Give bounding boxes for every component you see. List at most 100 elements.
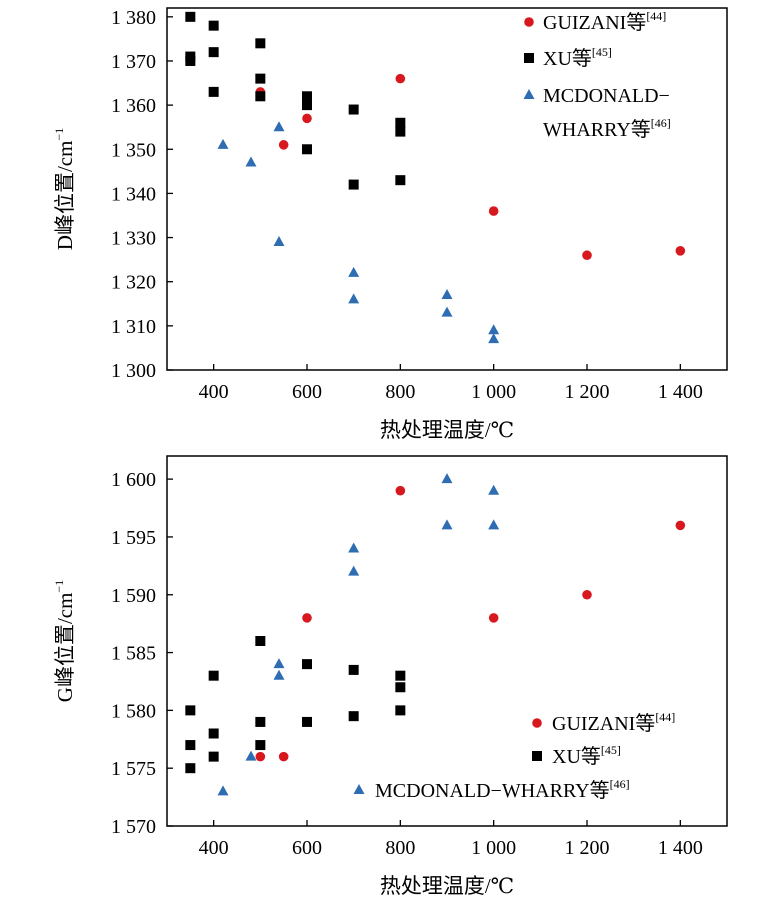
- data-point: [302, 100, 312, 111]
- data-point: [488, 484, 500, 495]
- data-point: [441, 519, 453, 530]
- x-tick-label: 600: [292, 381, 322, 403]
- data-point: [255, 91, 266, 102]
- data-point: [245, 156, 257, 167]
- data-point: [582, 589, 592, 600]
- y-tick-label: 1 370: [111, 51, 156, 73]
- legend: GUIZANI等[44]XU等[45]MCDONALD−WHARRY等[46]: [523, 9, 671, 141]
- y-tick-label: 1 585: [111, 643, 156, 665]
- x-tick-label: 1 400: [658, 837, 703, 859]
- legend-label: MCDONALD−WHARRY等[46]: [375, 777, 630, 802]
- data-point: [441, 306, 453, 317]
- legend-marker: [353, 784, 365, 794]
- data-point: [395, 485, 406, 496]
- y-tick-label: 1 590: [111, 585, 156, 607]
- legend-label: XU等[45]: [543, 45, 612, 70]
- data-point: [675, 520, 686, 531]
- x-tick-label: 400: [199, 381, 229, 403]
- data-point: [302, 659, 312, 670]
- data-point: [348, 664, 359, 675]
- data-point: [395, 73, 406, 84]
- data-point: [395, 117, 406, 128]
- data-point: [582, 250, 592, 261]
- data-point: [185, 11, 196, 22]
- data-point: [185, 740, 196, 751]
- y-tick-label: 1 300: [111, 360, 156, 382]
- x-tick-label: 1 400: [658, 381, 703, 403]
- data-point: [302, 144, 312, 155]
- data-point: [208, 47, 219, 58]
- data-point: [208, 751, 219, 762]
- data-point: [348, 179, 359, 190]
- series-2: [185, 11, 406, 190]
- data-point: [208, 20, 219, 31]
- x-tick-label: 1 200: [565, 837, 610, 859]
- data-point: [278, 140, 289, 150]
- legend-label: MCDONALD−: [543, 85, 670, 107]
- x-tick-label: 1 000: [471, 837, 516, 859]
- x-axis-label: 热处理温度/℃: [380, 874, 514, 898]
- y-tick-label: 1 570: [111, 816, 156, 838]
- data-point: [208, 86, 219, 97]
- legend-marker: [523, 89, 535, 99]
- data-point: [255, 73, 266, 84]
- legend-label: GUIZANI等[44]: [552, 710, 675, 735]
- data-point: [675, 246, 686, 256]
- data-point: [395, 682, 406, 693]
- y-axis-label: D峰位置/cm−1: [52, 128, 77, 250]
- data-point: [217, 785, 229, 796]
- plot-frame: [166, 7, 728, 371]
- data-point: [302, 716, 312, 727]
- data-point: [488, 333, 500, 344]
- data-point: [255, 716, 266, 727]
- legend-marker: [524, 53, 534, 63]
- data-point: [348, 266, 360, 277]
- y-axis-label: G峰位置/cm−1: [52, 580, 77, 702]
- data-point: [395, 670, 406, 681]
- x-tick-label: 1 200: [565, 381, 610, 403]
- y-tick-label: 1 580: [111, 700, 156, 722]
- y-tick-label: 1 320: [111, 272, 156, 294]
- legend: GUIZANI等[44] XU等[45] MCDONALD−WHARRY等[46]: [353, 710, 675, 802]
- data-point: [488, 324, 500, 335]
- legend-marker: [532, 718, 542, 728]
- data-point: [302, 613, 312, 623]
- legend-label: XU等[45]: [552, 743, 621, 768]
- data-point: [185, 763, 196, 774]
- data-point: [255, 740, 266, 751]
- series-3: [217, 121, 500, 344]
- x-tick-label: 400: [199, 837, 229, 859]
- series-2: [185, 636, 406, 774]
- data-point: [348, 711, 359, 722]
- y-tick-label: 1 350: [111, 139, 156, 161]
- y-tick-label: 1 575: [111, 758, 156, 780]
- chart-panel-1: 400 600 800 1 000 1 200 1 400 1 300 1 310 1 320 1…: [52, 7, 728, 442]
- y-tick-label: 1 340: [111, 183, 156, 205]
- data-point: [348, 293, 360, 304]
- chart-panel-2: 400 600 800 1 000 1 200 1 400 1 570 1 575 1 580 1…: [52, 455, 728, 898]
- series-3: [217, 473, 500, 796]
- data-point: [395, 126, 406, 137]
- data-point: [255, 636, 266, 646]
- data-point: [441, 288, 453, 299]
- data-point: [255, 751, 266, 762]
- data-point: [441, 473, 453, 484]
- data-point: [208, 728, 219, 739]
- data-point: [185, 55, 196, 66]
- data-point: [273, 658, 285, 669]
- legend-label: WHARRY等[46]: [543, 116, 671, 141]
- x-tick-label: 800: [385, 381, 415, 403]
- y-tick-label: 1 310: [111, 316, 156, 338]
- y-tick-label: 1 600: [111, 469, 156, 491]
- data-point: [348, 104, 359, 115]
- x-axis-label: 热处理温度/℃: [380, 418, 514, 442]
- x-tick-label: 800: [385, 837, 415, 859]
- data-point: [273, 121, 285, 132]
- data-point: [278, 751, 289, 762]
- y-tick-label: 1 380: [111, 7, 156, 29]
- x-tick-label: 1 000: [471, 381, 516, 403]
- data-point: [488, 613, 499, 623]
- data-point: [208, 670, 219, 681]
- series-1: [255, 485, 686, 762]
